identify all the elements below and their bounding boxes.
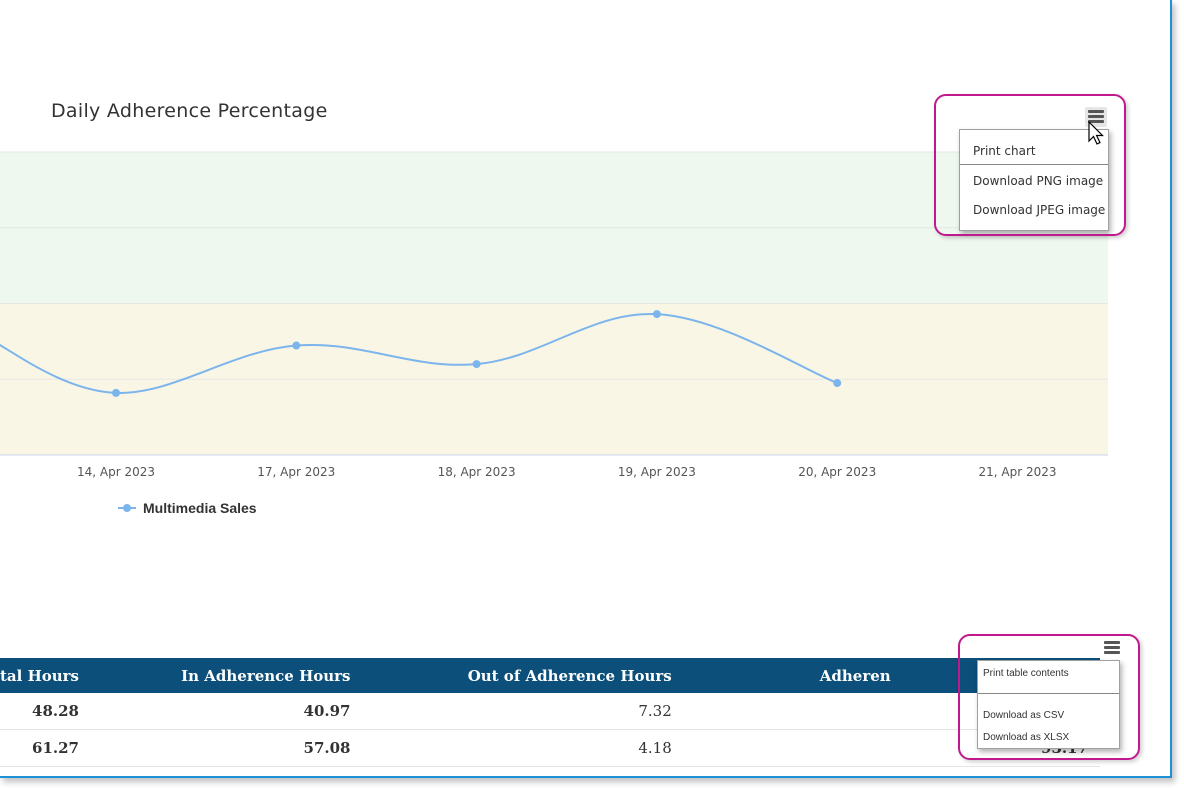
table-cell: 48.28 xyxy=(0,693,79,730)
chart-menu-highlight xyxy=(934,94,1126,236)
chart-export-menu: Print chart Download PNG image Download … xyxy=(959,129,1109,231)
x-tick-label: 21, Apr 2023 xyxy=(978,465,1056,479)
adherence-table: tal Hours In Adherence Hours Out of Adhe… xyxy=(0,658,1100,767)
column-header-out-of-adherence-hours[interactable]: Out of Adherence Hours xyxy=(350,658,672,693)
table-cell: 4.18 xyxy=(350,729,672,767)
x-tick-label: 17, Apr 2023 xyxy=(257,465,335,479)
menu-divider xyxy=(960,164,1108,165)
table-menu-icon[interactable] xyxy=(1101,638,1123,658)
table-header-row: tal Hours In Adherence Hours Out of Adhe… xyxy=(0,658,1100,693)
x-tick-label: 20, Apr 2023 xyxy=(798,465,876,479)
table-cell: 61.27 xyxy=(0,729,79,767)
data-point xyxy=(292,341,301,350)
table-row: 48.28 40.97 7.32 xyxy=(0,693,1100,730)
x-tick-label: 19, Apr 2023 xyxy=(618,465,696,479)
menu-divider xyxy=(978,693,1119,694)
x-tick-label: 14, Apr 2023 xyxy=(77,465,155,479)
menu-item-print-table[interactable]: Print table contents xyxy=(983,668,1069,679)
table-cell: 7.32 xyxy=(350,693,672,730)
x-tick-label: 18, Apr 2023 xyxy=(438,465,516,479)
column-header-total-hours[interactable]: tal Hours xyxy=(0,658,79,693)
menu-item-download-png[interactable]: Download PNG image xyxy=(973,174,1104,188)
legend-label: Multimedia Sales xyxy=(143,500,257,516)
chart-title: Daily Adherence Percentage xyxy=(51,100,328,122)
data-point xyxy=(833,379,842,388)
menu-item-download-csv[interactable]: Download as CSV xyxy=(983,710,1065,721)
line-chart: 14, Apr 2023 17, Apr 2023 18, Apr 2023 19, … xyxy=(0,151,1108,479)
column-header-in-adherence-hours[interactable]: In Adherence Hours xyxy=(79,658,351,693)
legend-symbol xyxy=(118,502,136,514)
menu-item-download-jpeg[interactable]: Download JPEG image xyxy=(973,203,1106,217)
menu-item-print-chart[interactable]: Print chart xyxy=(973,144,1036,158)
table-row: 61.27 57.08 4.18 93.17 xyxy=(0,729,1100,767)
data-point xyxy=(652,310,661,319)
data-point xyxy=(112,388,120,397)
table-menu-highlight xyxy=(958,634,1140,760)
data-point xyxy=(472,360,481,369)
series-line xyxy=(0,313,838,394)
mouse-cursor-icon xyxy=(1088,121,1104,145)
legend-item[interactable]: Multimedia Sales xyxy=(118,499,257,517)
chart-menu-icon[interactable] xyxy=(1085,107,1107,127)
table-export-menu: Print table contents Download as CSV Dow… xyxy=(977,660,1120,749)
table-cell: 57.08 xyxy=(79,729,351,767)
menu-item-download-xlsx[interactable]: Download as XLSX xyxy=(983,732,1070,743)
table-cell: 40.97 xyxy=(79,693,351,730)
